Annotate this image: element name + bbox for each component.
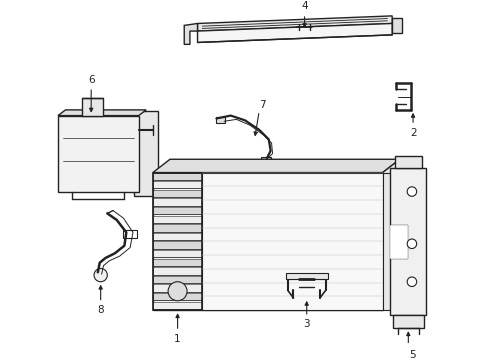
Polygon shape xyxy=(153,190,202,197)
Polygon shape xyxy=(390,225,407,258)
Polygon shape xyxy=(153,293,202,300)
Polygon shape xyxy=(58,110,146,116)
Polygon shape xyxy=(153,233,202,240)
Polygon shape xyxy=(393,315,423,328)
Polygon shape xyxy=(184,23,197,44)
Polygon shape xyxy=(153,284,202,292)
Circle shape xyxy=(407,187,416,196)
Polygon shape xyxy=(153,242,202,249)
Polygon shape xyxy=(390,168,426,315)
Polygon shape xyxy=(197,23,392,42)
Polygon shape xyxy=(134,111,158,196)
Text: 2: 2 xyxy=(410,128,416,138)
Text: 4: 4 xyxy=(301,1,308,12)
Polygon shape xyxy=(286,273,328,279)
Bar xyxy=(383,172,397,310)
Bar xyxy=(261,157,270,162)
Polygon shape xyxy=(392,18,402,33)
Polygon shape xyxy=(153,159,400,172)
Text: 6: 6 xyxy=(88,75,95,85)
Polygon shape xyxy=(153,250,202,257)
Polygon shape xyxy=(153,216,202,223)
Bar xyxy=(202,172,383,310)
Bar xyxy=(123,230,137,238)
Text: 7: 7 xyxy=(259,100,266,110)
Polygon shape xyxy=(58,116,139,192)
Circle shape xyxy=(168,282,187,301)
Circle shape xyxy=(407,277,416,287)
Polygon shape xyxy=(153,267,202,275)
Text: 8: 8 xyxy=(98,305,104,315)
Text: 1: 1 xyxy=(174,334,181,344)
Polygon shape xyxy=(153,198,202,206)
Polygon shape xyxy=(153,258,202,266)
Text: 3: 3 xyxy=(303,319,310,329)
Bar xyxy=(153,172,202,310)
Bar xyxy=(216,117,225,123)
Polygon shape xyxy=(395,156,421,168)
Polygon shape xyxy=(153,172,383,310)
Polygon shape xyxy=(383,159,400,310)
Polygon shape xyxy=(197,16,392,31)
Circle shape xyxy=(407,239,416,248)
Polygon shape xyxy=(153,224,202,231)
Polygon shape xyxy=(153,172,202,180)
Polygon shape xyxy=(153,207,202,214)
Circle shape xyxy=(94,269,107,282)
Polygon shape xyxy=(153,302,202,309)
Polygon shape xyxy=(153,276,202,283)
Bar xyxy=(82,99,102,116)
Polygon shape xyxy=(153,181,202,189)
Text: 5: 5 xyxy=(409,350,416,360)
